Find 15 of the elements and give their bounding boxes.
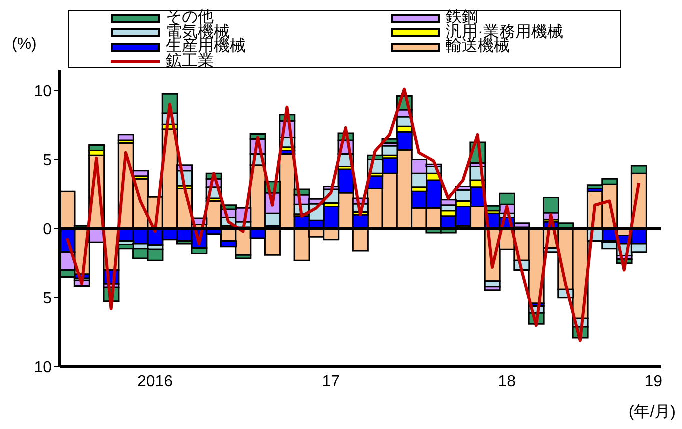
- x-tick-label: 2016: [137, 373, 174, 390]
- y-tick-label: 5: [43, 152, 52, 170]
- x-tick-label: 19: [644, 373, 663, 390]
- x-axis-title: (年/月): [628, 403, 676, 423]
- y-tick-label: 10: [34, 360, 52, 377]
- y-tick-label: 0: [43, 222, 52, 239]
- legend-label: その他: [166, 9, 214, 26]
- legend-label: 鉱工業: [166, 52, 214, 70]
- y-tick-label: 10: [34, 83, 52, 100]
- x-tick-label: 17: [322, 373, 340, 390]
- y-axis-title: (%): [12, 36, 37, 54]
- x-tick-label: 18: [498, 373, 516, 390]
- y-tick-label: 5: [43, 290, 52, 308]
- legend-label: 輸送機械: [446, 38, 510, 55]
- legend-label: 電気機械: [166, 24, 230, 40]
